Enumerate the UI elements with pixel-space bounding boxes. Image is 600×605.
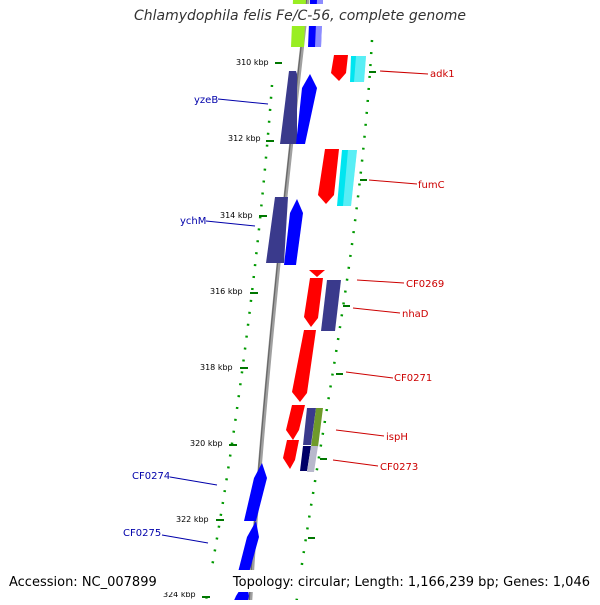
label-nhaD: nhaD [402, 309, 429, 320]
label-CF0273: CF0273 [380, 462, 418, 473]
tick-312: 312 kbp [228, 134, 274, 143]
gene-ispH-red [286, 405, 305, 440]
gene-CF0273-red [283, 440, 299, 469]
gene-nhaD-red [304, 278, 323, 327]
gene-adk1-cyan [350, 56, 366, 82]
map-title: Chlamydophila felis Fe/C-56, complete ge… [134, 8, 466, 24]
outer-ring-dotted [294, 39, 374, 605]
accession-text: Accession: NC_007899 [9, 575, 157, 590]
label-ispH: ispH [386, 432, 408, 443]
inner-ring-dotted [203, 84, 274, 605]
gene-ispH-olive [311, 408, 323, 447]
label-adk1: adk1 [430, 69, 455, 80]
gene-CF0271 [292, 330, 316, 402]
tick-label-312: 312 kbp [228, 134, 261, 143]
tick-316: 316 kbp [210, 287, 258, 296]
gene-ychM-blue [284, 199, 303, 265]
gene-CF0275 [236, 521, 259, 580]
tick-label-324: 324 kbp [163, 590, 196, 599]
tick-318: 318 kbp [200, 363, 248, 372]
label-CF0269: CF0269 [406, 279, 444, 290]
tick-322: 322 kbp [176, 515, 224, 524]
gene-yzeB-navy [280, 71, 297, 144]
gene-CF0273-darknavy [300, 446, 311, 471]
label-yzeB: yzeB [194, 95, 218, 106]
tick-label-316: 316 kbp [210, 287, 243, 296]
tick-310: 310 kbp [236, 58, 282, 67]
gene-CF0269 [309, 270, 325, 277]
gene-CF0274 [244, 463, 267, 521]
tick-314: 314 kbp [220, 211, 267, 220]
label-CF0274: CF0274 [132, 471, 170, 482]
tick-label-320: 320 kbp [190, 439, 223, 448]
label-ychM: ychM [180, 216, 206, 227]
tick-324: 324 kbp [163, 590, 210, 599]
gene-yzeB-blue [296, 74, 317, 144]
label-CF0275: CF0275 [123, 528, 161, 539]
gene-ychM-navy [266, 197, 288, 263]
gene-nhaD-navy [321, 280, 341, 331]
label-fumC: fumC [418, 180, 445, 191]
tick-label-318: 318 kbp [200, 363, 233, 372]
gene-ispH-navy [303, 408, 316, 445]
tick-label-322: 322 kbp [176, 515, 209, 524]
gene-fumC-red [318, 149, 339, 204]
tick-label-314: 314 kbp [220, 211, 253, 220]
gene-adk1 [331, 55, 348, 81]
tick-320: 320 kbp [190, 439, 237, 448]
label-CF0271: CF0271 [394, 373, 432, 384]
tick-label-310: 310 kbp [236, 58, 269, 67]
summary-text: Topology: circular; Length: 1,166,239 bp… [232, 575, 590, 590]
gene-fumC-cyan [337, 150, 357, 206]
